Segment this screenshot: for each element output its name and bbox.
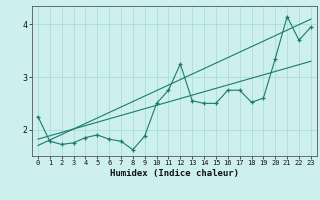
X-axis label: Humidex (Indice chaleur): Humidex (Indice chaleur) [110, 169, 239, 178]
